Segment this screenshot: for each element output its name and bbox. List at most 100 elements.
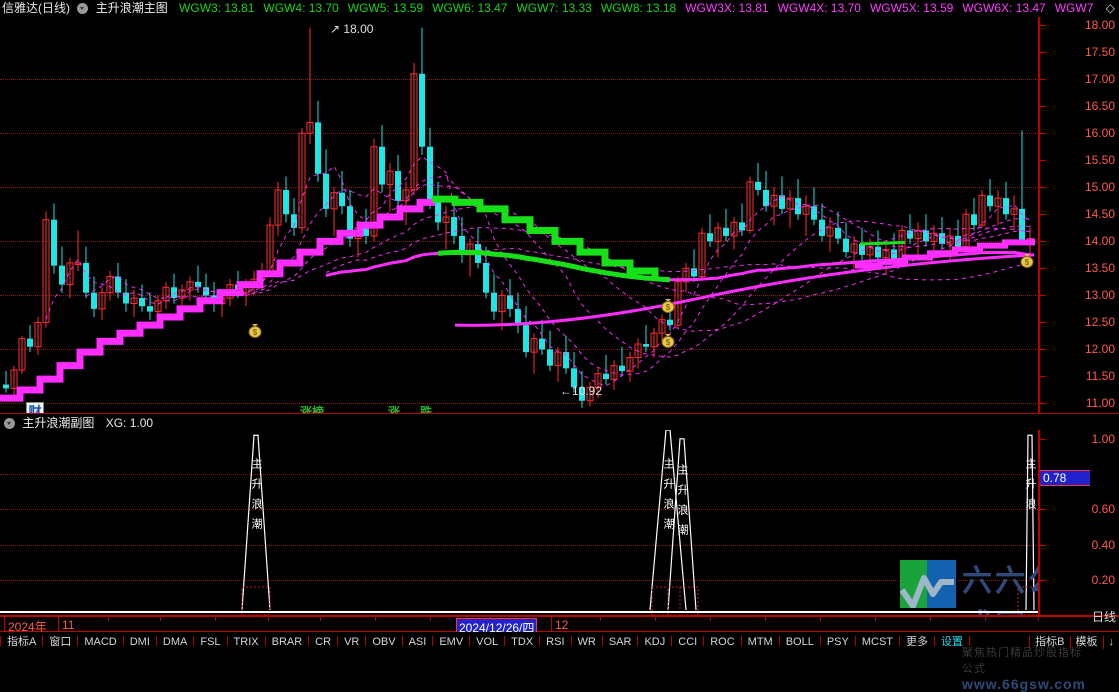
xg-value: 1.00: [130, 416, 153, 430]
axis-tick: [1040, 268, 1046, 269]
axis-tick: [1040, 580, 1046, 581]
low-price-annotation: ←10.92: [560, 384, 602, 398]
money-bag-icon: $: [659, 296, 677, 319]
high-value: 18.00: [343, 22, 373, 36]
date-minor-tick: [655, 617, 656, 621]
svg-text:$: $: [1025, 258, 1030, 267]
axis-tick: [1040, 322, 1046, 323]
spike-vertical-label: 主升浪: [1024, 458, 1035, 518]
axis-tick: [1040, 52, 1046, 53]
svg-text:$: $: [666, 303, 671, 312]
stock-title[interactable]: 信雅达(日线): [0, 0, 70, 17]
price-tick-label: 13.00: [1085, 288, 1115, 302]
diamond-icon[interactable]: ◇: [1106, 1, 1115, 15]
price-tick-label: 14.00: [1085, 234, 1115, 248]
header-value-green: WGW3: 13.81: [179, 1, 254, 15]
date-minor-tick: [875, 617, 876, 621]
axis-tick: [1040, 214, 1046, 215]
axis-tick: [1040, 241, 1046, 242]
header-value-green: WGW5: 13.59: [348, 1, 423, 15]
header-values: WGW3: 13.81 WGW4: 13.70 WGW5: 13.59 WGW6: 1…: [179, 1, 1102, 15]
logo-url: www.66gsw.com: [962, 676, 1086, 692]
axis-tick: [1040, 545, 1046, 546]
price-tick-label: 12.00: [1085, 342, 1115, 356]
sub-tick-label: 0.20: [1092, 573, 1115, 587]
axis-tick: [1040, 106, 1046, 107]
axis-tick: [1040, 187, 1046, 188]
price-tick-label: 17.50: [1085, 45, 1115, 59]
price-tick-label: 13.50: [1085, 261, 1115, 275]
date-minor-tick: [985, 617, 986, 621]
sub-chart-header: 主升浪潮副图 XG: 1.00: [0, 413, 1119, 430]
spike-vertical-label: 主升浪潮: [662, 458, 673, 538]
header-value-magenta: WGW7: [1055, 1, 1094, 15]
price-tick-label: 12.50: [1085, 315, 1115, 329]
axis-tick: [1040, 349, 1046, 350]
date-minor-tick: [1038, 617, 1039, 621]
money-bag-icon: $: [246, 321, 264, 344]
axis-tick: [1040, 509, 1046, 510]
date-minor-tick: [430, 617, 431, 621]
header-value-green: WGW7: 13.33: [516, 1, 591, 15]
sub-tick-label: 1.00: [1092, 432, 1115, 446]
price-tick-label: 11.00: [1086, 396, 1115, 410]
sub-tick-label: 0.40: [1092, 538, 1115, 552]
money-bag-icon: $: [1018, 251, 1036, 274]
axis-tick: [1040, 79, 1046, 80]
date-minor-tick: [320, 617, 321, 621]
header-value-green: WGW6: 13.47: [432, 1, 507, 15]
pane-separator: [0, 611, 1038, 613]
axis-tick: [1040, 403, 1046, 404]
indicator-name[interactable]: 主升浪潮主图: [96, 0, 168, 17]
spike-vertical-label: 主升浪潮: [250, 458, 261, 538]
price-tick-label: 14.50: [1085, 207, 1115, 221]
low-value: 10.92: [572, 384, 602, 398]
price-tick-label: 16.50: [1085, 99, 1115, 113]
price-tick-label: 15.00: [1085, 180, 1115, 194]
axis-tick: [1040, 160, 1046, 161]
money-bag-icon: $: [659, 331, 677, 354]
high-price-annotation: ↗ 18.00: [330, 22, 373, 36]
sub-indicator-chart[interactable]: 主升浪潮主升浪潮主升浪潮主升浪: [0, 430, 1038, 615]
date-minor-tick: [765, 617, 766, 621]
axis-tick: [1040, 133, 1046, 134]
price-tick-label: 18.00: [1085, 18, 1115, 32]
period-selector[interactable]: 日线: [1092, 608, 1116, 625]
sub-indicator-name[interactable]: 主升浪潮副图: [22, 416, 94, 430]
spike-series: [0, 430, 1038, 615]
trading-terminal: JT六公式网聚焦热门精品炒股指标公式JT六公式网www.66gsw.comJT六…: [0, 0, 1119, 638]
axis-tick: [1040, 295, 1046, 296]
date-minor-tick: [215, 617, 216, 621]
date-minor-tick: [375, 617, 376, 621]
axis-tick: [1040, 376, 1046, 377]
date-minor-tick: [710, 617, 711, 621]
chevron-down-circle-icon[interactable]: [77, 3, 88, 14]
price-tick-label: 11.50: [1086, 369, 1115, 383]
header-value-magenta: WGW4X: 13.70: [778, 1, 861, 15]
sub-tick-label: 0.60: [1092, 502, 1115, 516]
price-tick-label: 16.00: [1085, 126, 1115, 140]
header-value-magenta: WGW6X: 13.47: [962, 1, 1045, 15]
chevron-down-circle-icon[interactable]: [4, 418, 15, 429]
axis-tick: [1040, 439, 1046, 440]
header-value-green: WGW8: 13.18: [601, 1, 676, 15]
date-minor-tick: [820, 617, 821, 621]
axis-tick: [1040, 25, 1046, 26]
logo-mark-icon: [900, 560, 956, 608]
date-minor-tick: [268, 617, 269, 621]
xg-label: XG:: [106, 416, 127, 430]
date-minor-tick: [600, 617, 601, 621]
date-minor-tick: [108, 617, 109, 621]
price-tick-label: 17.00: [1085, 72, 1115, 86]
date-label: 11: [62, 618, 74, 632]
header-value-magenta: WGW3X: 13.81: [685, 1, 768, 15]
header-value-green: WGW4: 13.70: [263, 1, 338, 15]
date-minor-tick: [930, 617, 931, 621]
